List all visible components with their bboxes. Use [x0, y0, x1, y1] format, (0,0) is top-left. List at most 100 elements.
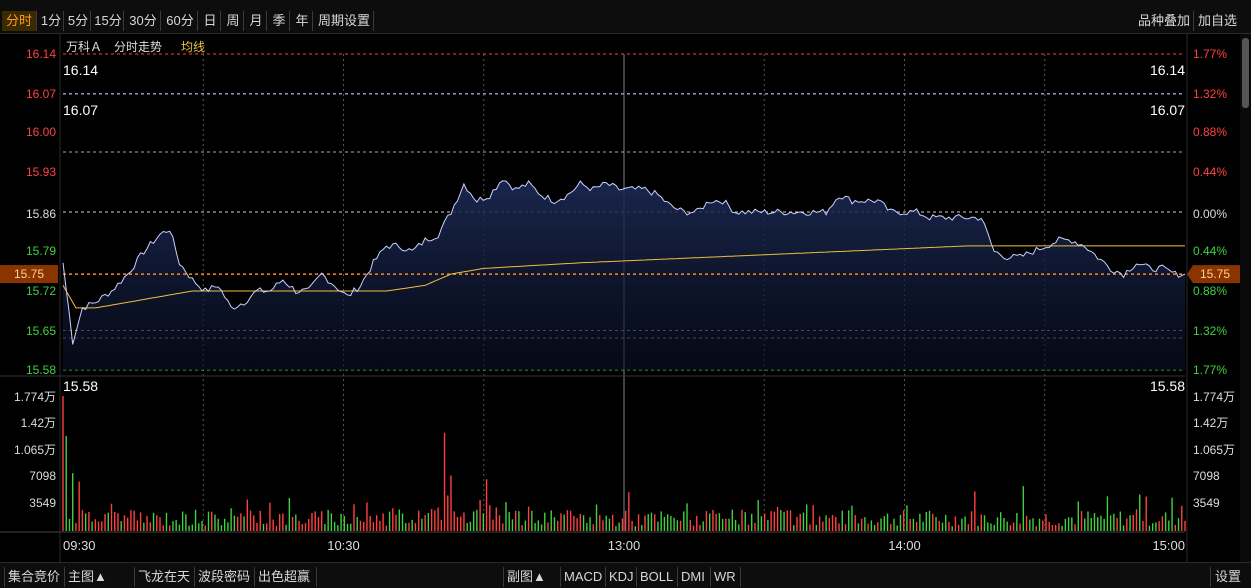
price-axis-label: 16.07	[26, 87, 56, 101]
main-indicator-button-0[interactable]: 集合竞价	[8, 569, 61, 584]
period-button-6[interactable]: 日	[203, 13, 217, 28]
price-axis-label: 15.65	[26, 324, 56, 338]
volume-axis-label-right: 7098	[1193, 469, 1220, 483]
low-label-left: 15.58	[63, 378, 98, 394]
period-button-0[interactable]: 分时	[2, 11, 36, 31]
time-axis-label: 10:30	[327, 538, 360, 553]
toolbar-separator	[123, 11, 124, 31]
volume-axis-label-right: 3549	[1193, 496, 1220, 510]
period-button-10[interactable]: 年	[295, 13, 309, 28]
sub-indicator-button-2[interactable]: KDJ	[609, 569, 634, 584]
toolbar-separator	[289, 11, 290, 31]
volume-axis-label-right: 1.065万	[1193, 443, 1235, 457]
second-label-left: 16.07	[63, 102, 98, 118]
percent-axis-label: 0.88%	[1193, 284, 1227, 298]
percent-axis-label: 0.44%	[1193, 244, 1227, 258]
price-axis-label: 15.58	[26, 363, 56, 377]
sub-indicator-button-4[interactable]: DMI	[681, 569, 705, 584]
main-indicator-button-3[interactable]: 波段密码	[198, 569, 251, 584]
toolbar-separator	[266, 11, 267, 31]
main-indicator-button-2[interactable]: 飞龙在天	[138, 569, 191, 584]
toolbar-separator	[194, 567, 195, 587]
period-button-2[interactable]: 5分	[67, 13, 89, 28]
percent-axis-label: 1.32%	[1193, 87, 1227, 101]
price-axis-label: 15.93	[26, 165, 56, 179]
volume-axis-label-left: 1.774万	[14, 390, 56, 404]
time-axis-label: 14:00	[888, 538, 921, 553]
current-price-label-right: 15.75	[1200, 267, 1230, 281]
price-axis-label: 15.86	[26, 207, 56, 221]
volume-axis-label-right: 1.774万	[1193, 390, 1235, 404]
toolbar-separator	[36, 11, 37, 31]
volume-axis-label-right: 1.42万	[1193, 416, 1228, 430]
intraday-chart[interactable]: 16.14 16.07 16.00 15.93 15.86 15.79 15.72 15.65…	[0, 34, 1251, 562]
chart-canvas[interactable]: 16.14 16.07 16.00 15.93 15.86 15.79 15.72 15.65…	[0, 34, 1240, 562]
scrollbar-thumb[interactable]	[1242, 38, 1249, 108]
toolbar-separator	[64, 567, 65, 587]
period-button-11[interactable]: 周期设置	[317, 13, 370, 28]
toolbar-separator	[4, 567, 5, 587]
period-button-3[interactable]: 15分	[94, 13, 122, 28]
second-label-right: 16.07	[1150, 102, 1185, 118]
price-axis-label: 15.72	[26, 284, 56, 298]
percent-axis-label: 1.32%	[1193, 324, 1227, 338]
chart-mode: 分时走势	[114, 40, 162, 54]
vertical-scrollbar[interactable]	[1240, 34, 1251, 562]
high-label-right: 16.14	[1150, 62, 1185, 78]
toolbar-separator	[740, 567, 741, 587]
period-button-1[interactable]: 1分	[40, 13, 62, 28]
percent-axis-label: 1.77%	[1193, 47, 1227, 61]
main-indicator-button-1[interactable]: 主图▲	[68, 569, 107, 584]
high-label-left: 16.14	[63, 62, 98, 78]
period-button-8[interactable]: 月	[249, 13, 263, 28]
sub-indicator-button-3[interactable]: BOLL	[640, 569, 674, 584]
percent-axis-label: 0.00%	[1193, 207, 1227, 221]
toolbar-separator	[1210, 567, 1211, 587]
period-button-4[interactable]: 30分	[129, 13, 157, 28]
sub-indicator-button-0[interactable]: 副图▲	[507, 569, 546, 584]
current-price-label-left: 15.75	[14, 267, 44, 281]
toolbar-separator	[1193, 11, 1194, 31]
volume-axis-label-left: 1.065万	[14, 443, 56, 457]
overlay-button[interactable]: 品种叠加	[1138, 13, 1191, 28]
price-line	[62, 180, 1186, 345]
toolbar-separator	[90, 11, 91, 31]
toolbar-separator	[503, 567, 504, 587]
add-watchlist-button[interactable]: 加自选	[1198, 13, 1238, 28]
toolbar-separator	[243, 11, 244, 31]
period-button-7[interactable]: 周	[226, 13, 240, 28]
price-axis-label: 16.00	[26, 125, 56, 139]
percent-axis-label: 0.88%	[1193, 125, 1227, 139]
settings-button[interactable]: 设置	[1215, 569, 1242, 584]
indicator-toolbar: 集合竞价 主图▲ 飞龙在天 波段密码 出色超赢 副图▲ MACD KDJ BOLL DMI WR 设置	[0, 562, 1251, 588]
current-price-tag-right	[1187, 265, 1240, 284]
volume-axis-label-left: 7098	[29, 469, 56, 483]
toolbar-separator	[160, 11, 161, 31]
period-button-9[interactable]: 季	[272, 13, 286, 28]
volume-axis-label-left: 1.42万	[21, 416, 56, 430]
time-axis-label: 15:00	[1152, 538, 1185, 553]
avg-line-legend: 均线	[181, 40, 205, 54]
toolbar-separator	[373, 11, 374, 31]
sub-indicator-button-1[interactable]: MACD	[564, 569, 603, 584]
toolbar-separator	[197, 11, 198, 31]
toolbar-separator	[63, 11, 64, 31]
main-indicator-button-4[interactable]: 出色超赢	[258, 569, 311, 584]
time-axis-label: 09:30	[63, 538, 96, 553]
percent-axis-label: 0.44%	[1193, 165, 1227, 179]
avg-price-line	[62, 245, 1185, 309]
toolbar-separator	[220, 11, 221, 31]
price-axis-label: 16.14	[26, 47, 56, 61]
period-toolbar: 分时 1分 5分 15分 30分 60分日周月季年周期设置 品种叠加 加自选	[0, 0, 1251, 34]
toolbar-separator	[254, 567, 255, 587]
toolbar-separator	[677, 567, 678, 587]
toolbar-separator	[316, 567, 317, 587]
low-label-right: 15.58	[1150, 378, 1185, 394]
sub-indicator-button-5[interactable]: WR	[714, 569, 736, 584]
time-axis-label: 13:00	[608, 538, 641, 553]
toolbar-separator	[134, 567, 135, 587]
toolbar-separator	[560, 567, 561, 587]
period-button-5[interactable]: 60分	[166, 13, 194, 28]
stock-name: 万科Ａ	[66, 40, 102, 54]
toolbar-separator	[636, 567, 637, 587]
